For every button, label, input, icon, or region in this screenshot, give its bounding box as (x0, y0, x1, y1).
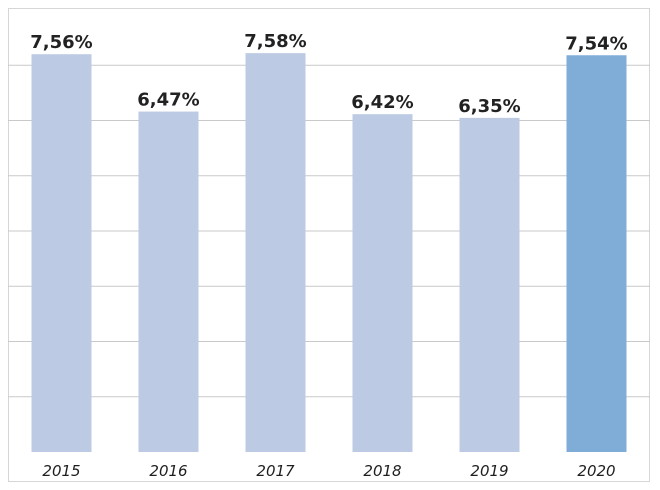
data-label-2019: 6,35% (458, 96, 520, 117)
data-label-2016: 6,47% (137, 90, 199, 111)
gridlines (8, 64, 650, 398)
bar-2018 (352, 114, 413, 452)
bar-2019 (459, 117, 520, 452)
data-label-2017: 7,58% (244, 31, 306, 52)
bars (31, 53, 627, 453)
bar-2017 (245, 53, 306, 453)
x-tick-2020: 2020 (577, 462, 615, 480)
x-tick-2019: 2019 (470, 462, 508, 480)
bar-2015 (31, 54, 92, 452)
x-axis-ticks: 2015 2016 2017 2018 2019 2020 (42, 462, 615, 480)
x-tick-2015: 2015 (42, 462, 80, 480)
chart-frame (8, 8, 650, 482)
data-label-2015: 7,56% (30, 32, 92, 53)
bar-2020 (566, 55, 627, 452)
x-tick-2016: 2016 (149, 462, 187, 480)
data-label-2018: 6,42% (351, 92, 413, 113)
data-label-2020: 7,54% (565, 33, 627, 54)
bar-2016 (138, 111, 199, 453)
data-labels: 7,56% 6,47% 7,58% 6,42% 6,35% 7,54% (30, 31, 627, 117)
x-tick-2018: 2018 (363, 462, 401, 480)
x-tick-2017: 2017 (256, 462, 295, 480)
